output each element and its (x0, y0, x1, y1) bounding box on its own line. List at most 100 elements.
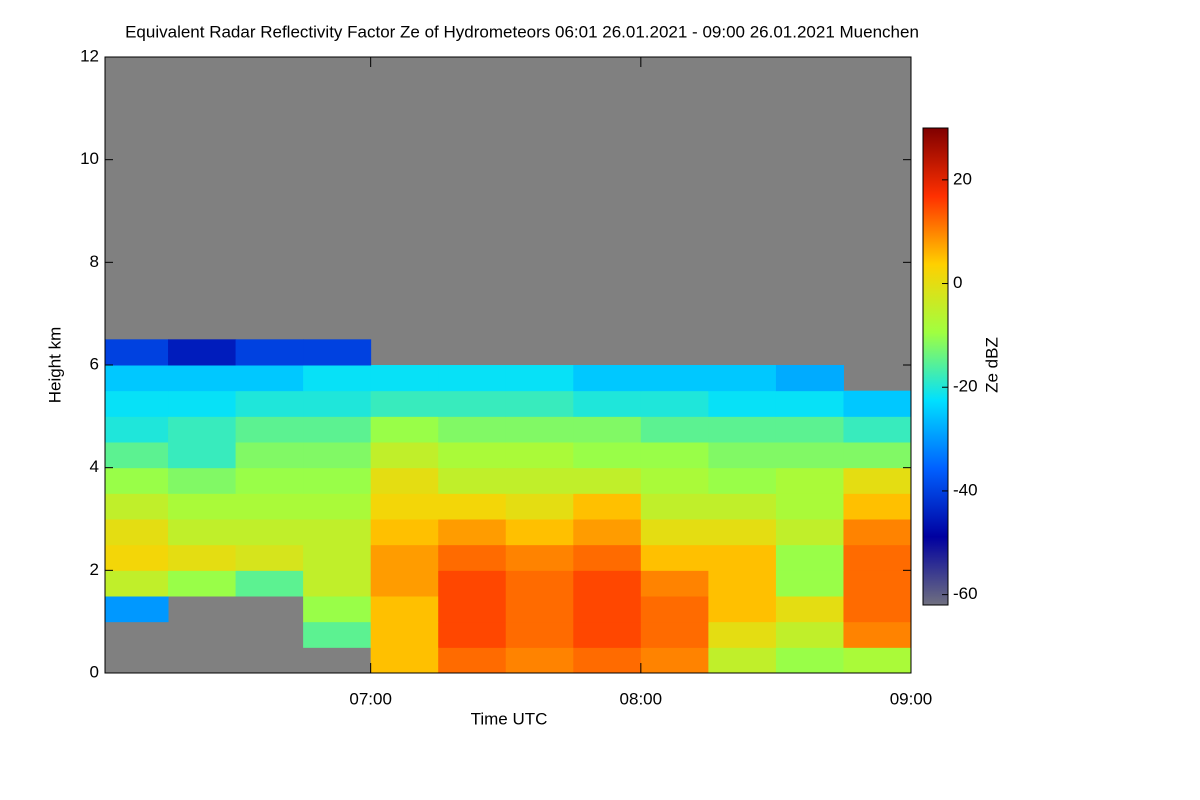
y-tick-label: 8 (90, 252, 99, 271)
heatmap-cell (235, 467, 304, 494)
heatmap-cell (708, 544, 777, 571)
heatmap-cell (640, 570, 709, 597)
heatmap-cell (303, 442, 372, 469)
heatmap-cell (775, 647, 844, 673)
heatmap-cell (370, 519, 439, 546)
heatmap-cell (438, 596, 507, 623)
heatmap-cell (235, 442, 304, 469)
y-tick-label: 4 (90, 457, 99, 476)
heatmap-cell (708, 467, 777, 494)
heatmap-cell (303, 390, 372, 417)
heatmap-cell (843, 493, 911, 520)
heatmap-cell (370, 390, 439, 417)
heatmap-cell (843, 570, 911, 597)
heatmap-cell (168, 519, 237, 546)
heatmap-cell (505, 416, 574, 443)
heatmap-cell (438, 570, 507, 597)
heatmap-cell (303, 544, 372, 571)
heatmap-cell (105, 493, 169, 520)
heatmap-cell (303, 596, 372, 623)
heatmap-cell (775, 416, 844, 443)
heatmap-cell (775, 493, 844, 520)
heatmap-cell (105, 339, 169, 366)
heatmap-cell (168, 570, 237, 597)
heatmap-cell (775, 544, 844, 571)
heatmap-cell (640, 390, 709, 417)
heatmap-cell (438, 621, 507, 648)
heatmap-cell (775, 596, 844, 623)
heatmap-cell (303, 339, 372, 366)
heatmap-cell (775, 390, 844, 417)
heatmap-cell (708, 442, 777, 469)
heatmap-cell (235, 365, 304, 392)
heatmap-cell (775, 570, 844, 597)
heatmap-cell (303, 365, 372, 392)
heatmap-cell (640, 596, 709, 623)
heatmap-cell (843, 442, 911, 469)
heatmap-cell (708, 493, 777, 520)
heatmap-cell (168, 544, 237, 571)
heatmap-cell (640, 416, 709, 443)
heatmap (105, 339, 911, 673)
heatmap-cell (235, 339, 304, 366)
x-tick-label: 07:00 (349, 689, 392, 708)
heatmap-cell (505, 570, 574, 597)
heatmap-cell (573, 570, 642, 597)
heatmap-cell (640, 647, 709, 673)
colorbar-tick-label: -40 (953, 480, 978, 499)
heatmap-cell (370, 416, 439, 443)
heatmap-cell (438, 519, 507, 546)
heatmap-cell (573, 390, 642, 417)
y-tick-label: 0 (90, 662, 99, 681)
heatmap-cell (168, 442, 237, 469)
heatmap-cell (370, 570, 439, 597)
heatmap-cell (573, 544, 642, 571)
heatmap-cell (708, 519, 777, 546)
heatmap-cell (843, 647, 911, 673)
heatmap-cell (505, 621, 574, 648)
heatmap-cell (370, 493, 439, 520)
heatmap-cell (105, 519, 169, 546)
heatmap-cell (303, 519, 372, 546)
heatmap-cell (105, 365, 169, 392)
heatmap-cell (168, 339, 237, 366)
heatmap-cell (708, 621, 777, 648)
heatmap-cell (438, 544, 507, 571)
heatmap-cell (708, 416, 777, 443)
y-axis-label: Height km (45, 327, 64, 404)
heatmap-cell (505, 647, 574, 673)
heatmap-cell (843, 544, 911, 571)
heatmap-cell (708, 570, 777, 597)
heatmap-cell (843, 596, 911, 623)
colorbar (922, 127, 949, 606)
heatmap-cell (370, 621, 439, 648)
heatmap-cell (370, 467, 439, 494)
heatmap-cell (168, 390, 237, 417)
heatmap-cell (168, 416, 237, 443)
heatmap-cell (370, 442, 439, 469)
heatmap-cell (573, 365, 642, 392)
heatmap-cell (235, 416, 304, 443)
heatmap-cell (640, 519, 709, 546)
colorbar-tick-label: 0 (953, 273, 962, 292)
heatmap-cell (505, 596, 574, 623)
heatmap-cell (235, 570, 304, 597)
heatmap-cell (573, 596, 642, 623)
heatmap-cell (105, 570, 169, 597)
heatmap-cell (370, 647, 439, 673)
heatmap-cell (843, 390, 911, 417)
heatmap-cell (505, 442, 574, 469)
heatmap-cell (505, 467, 574, 494)
colorbar-tick-label: -20 (953, 377, 978, 396)
heatmap-cell (438, 647, 507, 673)
heatmap-cell (105, 596, 169, 623)
heatmap-cell (438, 442, 507, 469)
heatmap-cell (105, 416, 169, 443)
heatmap-cell (775, 467, 844, 494)
heatmap-cell (708, 365, 777, 392)
heatmap-cell (843, 416, 911, 443)
heatmap-cell (168, 365, 237, 392)
heatmap-cell (573, 647, 642, 673)
x-tick-label: 08:00 (620, 689, 663, 708)
heatmap-cell (168, 493, 237, 520)
